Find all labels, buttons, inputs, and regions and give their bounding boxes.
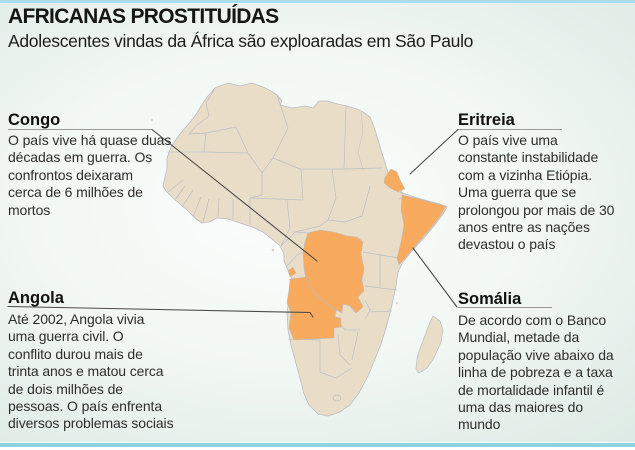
annotation-title: Eritreia [458,111,515,129]
headline: AFRICANAS PROSTITUÍDAS [8,5,279,28]
annotation-body: O país vive uma constante instabilidade … [458,132,615,253]
country-borders [167,89,405,402]
angola-leader-line [7,305,314,318]
country-somalia [396,194,447,266]
country-angola-cabinda [287,266,297,278]
annotation-congo: Congo O país vive há quase duas décadas … [8,111,171,219]
leader-lines [7,128,459,318]
country-eritrea [383,168,406,193]
annotation-somalia: Somália De acordo com o Banco Mundial, m… [458,290,614,434]
somalia-leader-line [412,247,458,308]
top-accent-bar [0,0,635,3]
eritreia-leader-line [409,128,459,175]
madagascar-island [415,315,444,374]
country-angola [286,276,342,341]
annotation-body: O país vive há quase duas décadas em gue… [8,132,172,218]
annotation-body: De acordo com o Banco Mundial, metade da… [458,312,614,433]
annotation-body: Até 2002, Angola vivia uma guerra civil.… [8,311,174,432]
annotation-angola: Angola Até 2002, Angola vivia uma guerra… [8,289,174,433]
small-islands [148,119,398,312]
annotation-eritreia: Eritreia O país vive uma constante insta… [458,111,614,254]
subheadline: Adolescentes vindas da África são exploa… [8,31,474,51]
annotation-underlines [8,129,562,308]
bottom-frame [0,442,635,450]
header-block: AFRICANAS PROSTITUÍDAS Adolescentes vind… [8,5,473,52]
annotation-title: Congo [8,111,61,129]
bottom-accent-bar [0,443,635,447]
annotation-title: Somália [458,290,522,308]
annotation-title: Angola [8,289,64,307]
congo-leader-line [151,128,318,262]
